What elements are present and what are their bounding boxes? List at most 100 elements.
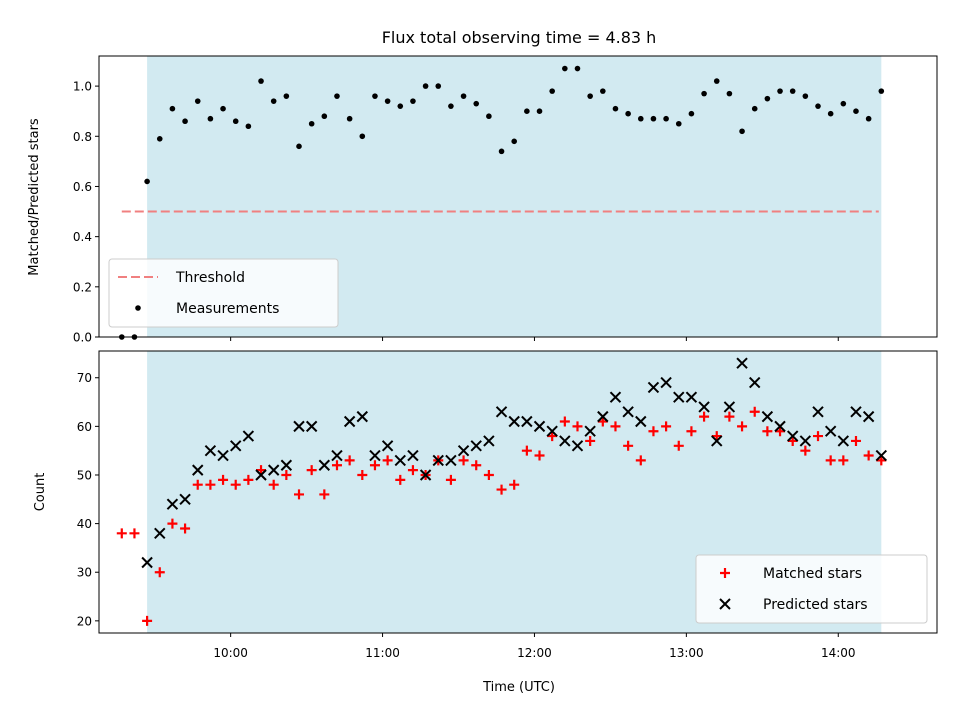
data-point [863, 450, 874, 461]
data-point [711, 431, 722, 442]
data-point [217, 449, 229, 462]
data-point [258, 78, 264, 84]
data-point [129, 528, 140, 539]
data-point [346, 115, 353, 122]
y-tick-label: 70 [77, 371, 92, 385]
data-point [343, 415, 356, 428]
data-point [167, 518, 178, 529]
data-point [724, 411, 735, 422]
data-point [812, 406, 824, 418]
data-point [865, 115, 872, 122]
data-point [559, 416, 570, 427]
data-point [435, 83, 442, 89]
data-point [840, 100, 847, 107]
data-point [799, 435, 812, 447]
y-tick-label: 50 [77, 468, 92, 482]
data-point [192, 479, 203, 490]
data-point [685, 391, 698, 403]
data-point [876, 455, 887, 466]
data-point [395, 474, 406, 485]
data-point [571, 440, 584, 452]
data-point [597, 410, 609, 423]
data-point [243, 474, 254, 485]
data-point [445, 454, 457, 467]
data-point [688, 110, 695, 117]
data-point [331, 460, 342, 471]
data-point [635, 455, 646, 466]
data-point [825, 455, 836, 466]
data-point [764, 95, 771, 102]
data-point [815, 103, 821, 109]
data-point [736, 357, 748, 369]
bottom-y-axis-label: Count [33, 473, 48, 512]
data-point [357, 469, 368, 480]
data-point [751, 105, 758, 112]
data-point [407, 465, 418, 476]
y-tick-label: 60 [77, 420, 92, 434]
data-point [862, 410, 875, 423]
data-point [318, 459, 331, 471]
data-point [597, 416, 608, 427]
data-point [306, 465, 317, 476]
data-point [508, 415, 520, 428]
data-point [648, 426, 659, 437]
plot-frame [98, 55, 938, 338]
y-tick-label: 30 [77, 566, 92, 580]
data-point [308, 120, 315, 127]
data-point [283, 93, 290, 99]
data-point [207, 115, 214, 122]
data-point [701, 90, 707, 97]
data-point [625, 110, 631, 117]
data-point [524, 108, 530, 114]
data-point [486, 113, 492, 120]
y-tick-label: 0.0 [73, 331, 92, 345]
data-point [220, 105, 226, 112]
data-point [483, 435, 495, 447]
data-point [824, 425, 837, 437]
series-predicted-stars [141, 357, 888, 569]
x-tick-label: 12:00 [517, 646, 552, 660]
data-point [372, 93, 378, 99]
data-point [369, 449, 381, 462]
data-point [635, 415, 647, 428]
data-point [713, 78, 720, 84]
data-point [787, 435, 798, 446]
data-point [838, 455, 849, 466]
data-point [587, 93, 593, 99]
data-point [698, 401, 710, 413]
data-point [445, 474, 456, 485]
data-point [156, 135, 163, 142]
data-point [305, 420, 318, 433]
data-point [471, 460, 482, 471]
data-point [458, 455, 469, 466]
plot-layer: 0.0 0.2 0.4 0.6 0.8 1.0 Threshold Measurements 2… [73, 55, 938, 660]
data-point [663, 115, 669, 122]
data-point [637, 115, 644, 122]
data-point [460, 93, 467, 99]
data-point [584, 425, 596, 437]
y-tick-label: 0.6 [73, 180, 92, 194]
data-point [660, 376, 672, 389]
data-point [448, 103, 454, 109]
data-point [457, 444, 470, 457]
data-point [245, 123, 252, 130]
legend-label: Measurements [176, 301, 279, 317]
data-point [661, 421, 672, 432]
data-point [267, 464, 280, 476]
data-point [359, 133, 366, 140]
data-point [294, 489, 305, 500]
data-point [762, 426, 773, 437]
data-point [850, 435, 861, 446]
data-point [194, 98, 201, 104]
data-point [777, 88, 783, 94]
y-tick-label: 0.8 [73, 130, 92, 144]
data-point [496, 484, 507, 495]
data-point [699, 411, 710, 422]
data-point [142, 615, 153, 626]
data-point [559, 435, 571, 447]
data-point [726, 90, 733, 97]
data-point [521, 415, 533, 428]
data-point [334, 93, 340, 99]
data-point [509, 479, 520, 490]
